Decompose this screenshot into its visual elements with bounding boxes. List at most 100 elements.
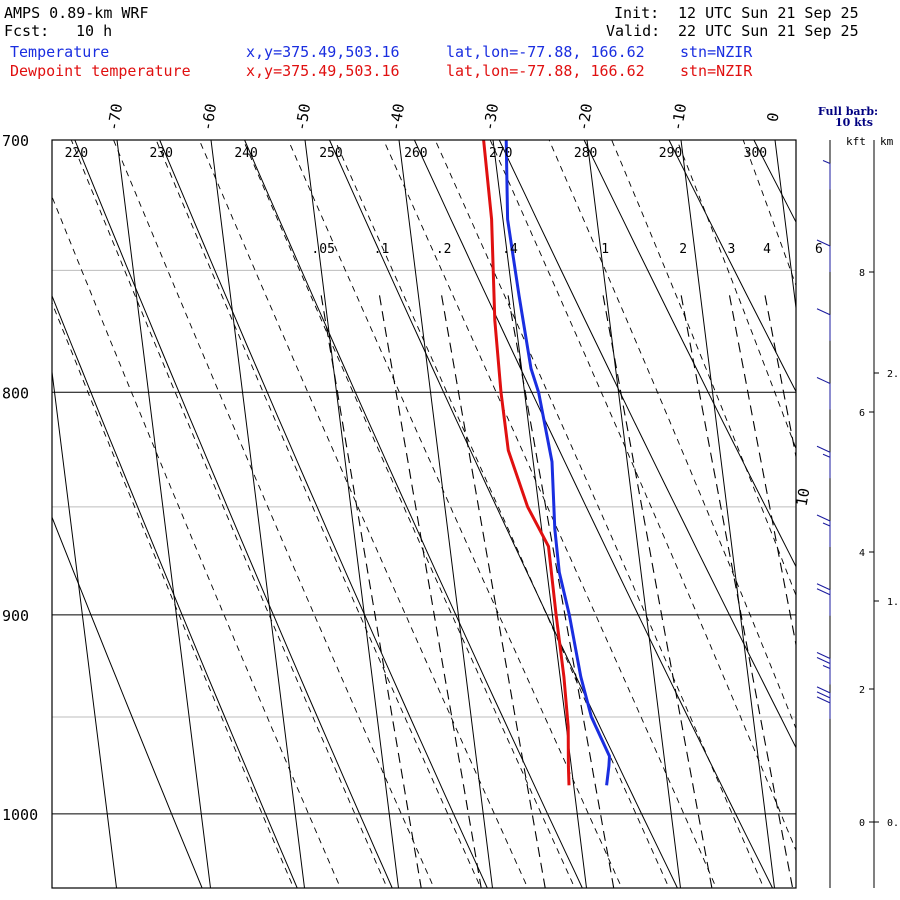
moist-adiabat — [854, 85, 900, 900]
kft-tick-label: 2 — [859, 685, 865, 696]
dry-adiabat — [668, 140, 796, 393]
pressure-label: 1000 — [2, 806, 38, 824]
mixing-ratio-line — [680, 295, 794, 888]
isotherm-label: -10 — [668, 102, 690, 132]
wind-barb — [816, 652, 831, 685]
isotherm-label: -60 — [198, 102, 220, 132]
dry-adiabat — [894, 85, 900, 900]
model-title: AMPS 0.89-km WRF — [4, 4, 149, 22]
theta-label: 250 — [319, 146, 342, 161]
legend-temperature-xy: x,y=375.49,503.16 — [246, 43, 400, 61]
isotherm-line — [210, 140, 305, 888]
moist-adiabat — [52, 195, 341, 888]
isotherm-line — [492, 140, 587, 888]
isotherm-line — [774, 140, 796, 313]
theta-label: 300 — [744, 146, 767, 161]
dry-adiabat — [583, 140, 796, 568]
theta-label: 220 — [65, 146, 88, 161]
moist-adiabat — [334, 140, 670, 888]
legend-temperature-latlon: lat,lon=-77.88, 166.62 — [446, 43, 645, 61]
isotherm-label: -70 — [104, 102, 126, 132]
dry-adiabat — [74, 140, 393, 888]
pressure-label: 800 — [2, 384, 29, 402]
wind-barb — [822, 160, 831, 190]
moist-adiabat — [611, 140, 796, 597]
dry-adiabat — [159, 140, 488, 888]
dry-adiabat — [52, 515, 203, 888]
km-tick-label: 2. — [887, 369, 899, 380]
mixing-ratio-label: .4 — [502, 242, 518, 257]
isotherm-label: -30 — [480, 102, 502, 132]
isotherm-line — [0, 140, 23, 888]
wind-barb — [816, 514, 831, 547]
isotherm-label: 10 — [793, 487, 814, 508]
dry-adiabat — [244, 140, 583, 888]
mixing-ratio-label: 1 — [601, 242, 609, 257]
dry-adiabat — [328, 140, 678, 888]
moist-adiabat — [383, 140, 717, 888]
legend-temperature-label: Temperature — [10, 43, 110, 61]
wind-barb — [816, 686, 831, 719]
moist-adiabat — [52, 301, 295, 888]
mixing-ratio-line — [602, 295, 713, 888]
theta-label: 290 — [659, 146, 682, 161]
kft-axis-label: kft — [846, 135, 866, 148]
init-label: Init: — [614, 4, 660, 22]
mixing-ratio-label: .05 — [311, 242, 334, 257]
legend-dewpoint-latlon: lat,lon=-77.88, 166.62 — [446, 62, 645, 80]
wind-barb — [816, 308, 831, 341]
mixing-ratio-label: 4 — [763, 242, 771, 257]
valid-label: Valid: — [606, 22, 661, 40]
legend-dewpoint-label: Dewpoint temperature — [10, 62, 191, 80]
moist-adiabat — [287, 140, 623, 888]
mixing-ratio-label: .1 — [374, 242, 390, 257]
km-tick-label: 0. — [887, 818, 899, 829]
wind-barb — [816, 445, 831, 479]
isotherm-line — [586, 140, 681, 888]
kft-tick-label: 0 — [859, 818, 865, 829]
mixing-ratio-label: 2 — [679, 242, 687, 257]
moist-adiabat — [155, 140, 482, 888]
theta-label: 260 — [404, 146, 427, 161]
mixing-ratio-line — [320, 295, 422, 888]
km-axis-label: km — [880, 135, 894, 148]
isotherm-label: -20 — [574, 102, 596, 132]
moist-adiabat — [113, 140, 435, 888]
moist-adiabat — [70, 140, 388, 888]
wind-barb — [816, 583, 831, 616]
mixing-ratio-label: 6 — [815, 242, 823, 257]
isotherm-label: -40 — [386, 102, 408, 132]
dry-adiabat — [498, 140, 796, 749]
isotherm-line — [52, 367, 117, 888]
isotherm-line — [116, 140, 211, 888]
theta-label: 230 — [149, 146, 172, 161]
fcst-label: Fcst: — [4, 22, 50, 40]
legend-dewpoint-xy: x,y=375.49,503.16 — [246, 62, 400, 80]
valid-value: 22 UTC Sun 21 Sep 25 — [678, 22, 859, 40]
plot-frame — [51, 139, 797, 889]
mixing-ratio-line — [728, 295, 796, 648]
isotherm-line — [398, 140, 493, 888]
dry-adiabat — [810, 85, 900, 900]
moist-adiabat — [198, 140, 529, 888]
kft-tick-label: 6 — [859, 408, 865, 419]
km-tick-label: 1. — [887, 597, 899, 608]
mixing-ratio-line — [378, 295, 482, 888]
moist-adiabat — [242, 140, 576, 888]
dry-adiabat — [52, 294, 298, 888]
isotherm-label: -50 — [292, 102, 314, 132]
mixing-ratio-line — [441, 295, 546, 888]
wind-panel-title: Full barb: — [818, 105, 878, 118]
moist-adiabat — [742, 140, 796, 287]
pressure-label: 700 — [2, 132, 29, 150]
mixing-ratio-line — [764, 295, 796, 460]
kft-tick-label: 8 — [859, 268, 865, 279]
dewpoint-profile — [482, 140, 571, 786]
moist-adiabat — [434, 140, 765, 888]
wind-panel-title-units: 10 kts — [835, 116, 873, 129]
legend-dewpoint-stn: stn=NZIR — [680, 62, 753, 80]
kft-tick-label: 4 — [859, 548, 865, 559]
wind-barb — [816, 239, 831, 272]
init-value: 12 UTC Sun 21 Sep 25 — [678, 4, 859, 22]
